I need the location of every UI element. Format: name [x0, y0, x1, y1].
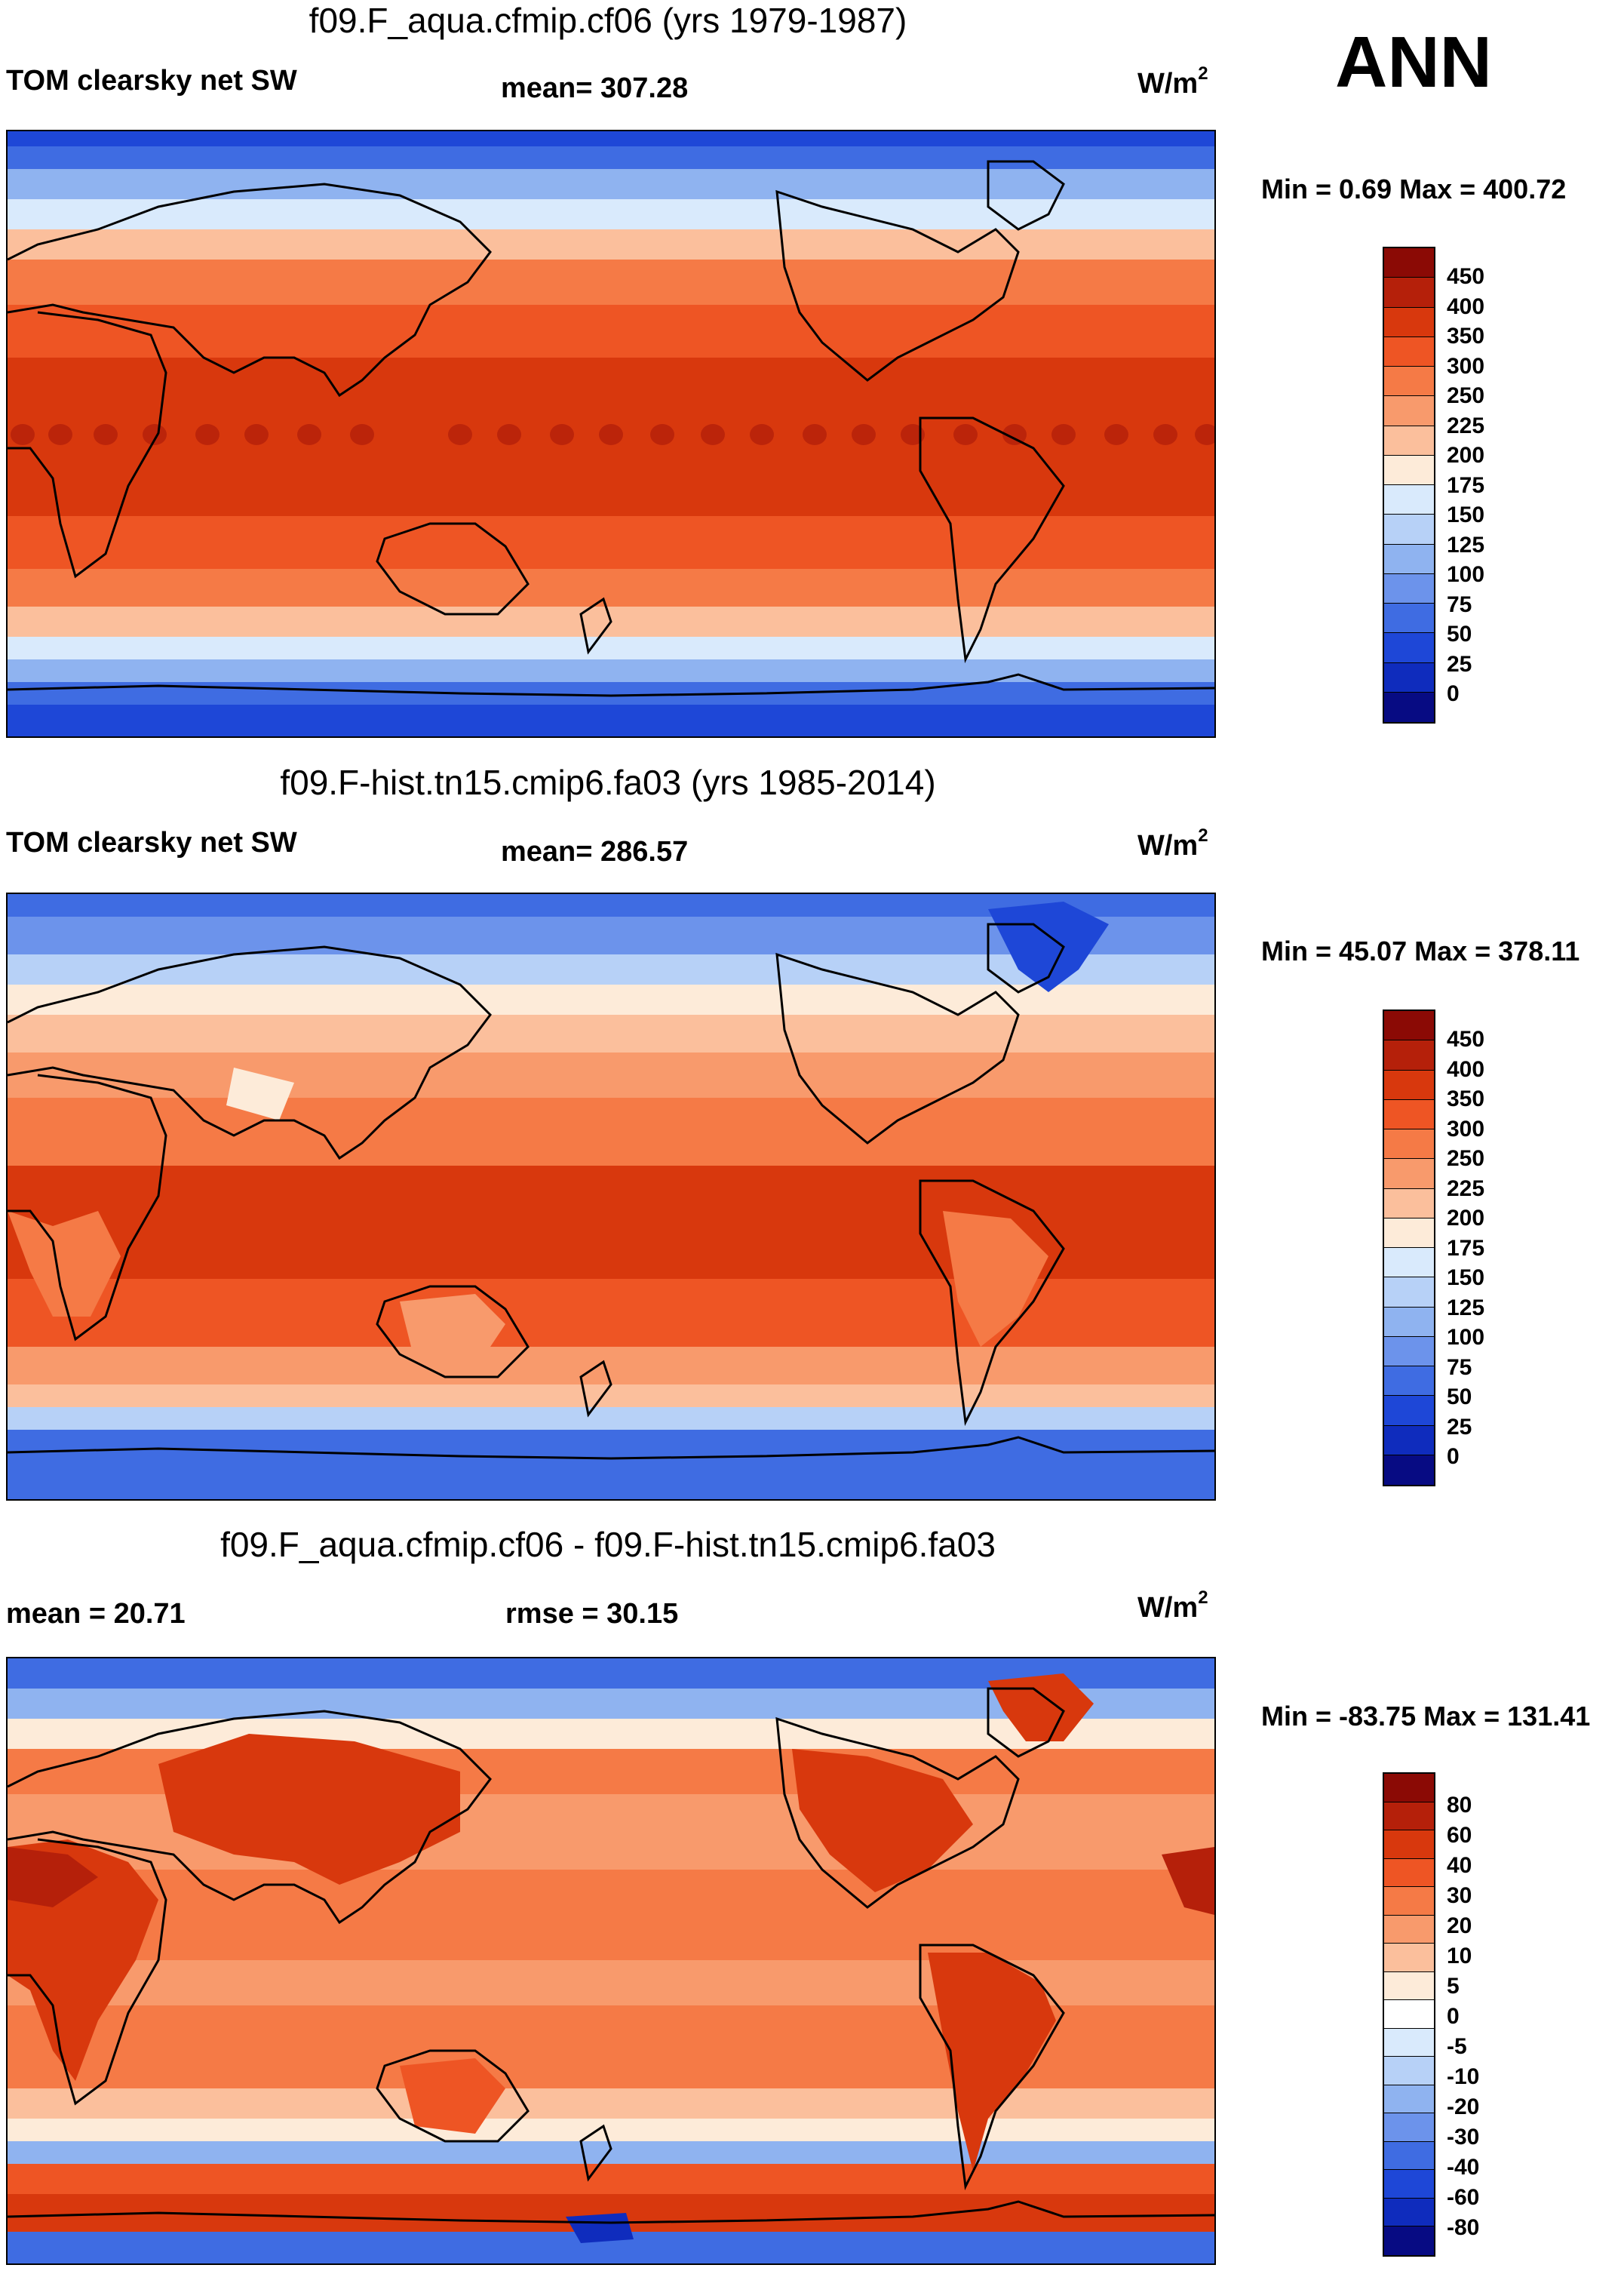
panel1-variable: TOM clearsky net SW: [6, 65, 297, 97]
panel1-title: f09.F_aqua.cfmip.cf06 (yrs 1979-1987): [309, 1, 907, 40]
panel2-minmax: Min = 45.07 Max = 378.11: [1261, 936, 1580, 966]
panel3-units: W/m2: [1137, 1587, 1208, 1624]
cbar2-tick: 175: [1447, 1236, 1485, 1261]
cbar3-tick: 10: [1447, 1944, 1472, 1968]
cbar2-tick: 200: [1447, 1206, 1485, 1231]
panel1-minmax: Min = 0.69 Max = 400.72: [1261, 174, 1567, 204]
cbar1-tick: 0: [1447, 681, 1460, 706]
cbar3-tick: -10: [1447, 2064, 1480, 2089]
panel2-units: W/m2: [1137, 825, 1208, 862]
cbar2-tick: 100: [1447, 1325, 1485, 1350]
panel1-field: [8, 131, 1214, 736]
cbar1-tick: 100: [1447, 562, 1485, 587]
panel1-map: [6, 130, 1216, 738]
cbar1-tick: 150: [1447, 502, 1485, 527]
cbar2-tick: 400: [1447, 1057, 1485, 1082]
cbar1-tick: 400: [1447, 294, 1485, 319]
cbar1-tick: 25: [1447, 652, 1472, 677]
panel2-coastlines: [8, 923, 1214, 1460]
panel1-coastlines: [8, 160, 1214, 697]
cbar1-tick: 225: [1447, 413, 1485, 438]
cbar2-tick: 225: [1447, 1176, 1485, 1201]
cbar1-tick: 300: [1447, 354, 1485, 379]
cbar3-tick: 40: [1447, 1853, 1472, 1878]
cbar2-tick: 350: [1447, 1086, 1485, 1111]
cbar1-tick: 200: [1447, 443, 1485, 468]
cbar3-tick: 60: [1447, 1823, 1472, 1848]
cbar1-tick: 50: [1447, 622, 1472, 647]
panel3-minmax: Min = -83.75 Max = 131.41: [1261, 1701, 1591, 1732]
cbar2-tick: 25: [1447, 1415, 1472, 1440]
cbar1-tick: 350: [1447, 324, 1485, 349]
cbar3-tick: -60: [1447, 2185, 1480, 2210]
panel3-field: [8, 1658, 1214, 2263]
panel1-colorbar: [1383, 247, 1435, 724]
cbar2-tick: 125: [1447, 1295, 1485, 1320]
panel3-mean: mean = 20.71: [6, 1598, 186, 1630]
panel3-title: f09.F_aqua.cfmip.cf06 - f09.F-hist.tn15.…: [220, 1525, 996, 1564]
cbar1-tick: 250: [1447, 383, 1485, 408]
cbar3-tick: -20: [1447, 2094, 1480, 2119]
cbar3-tick: 5: [1447, 1974, 1460, 1999]
cbar3-tick: 0: [1447, 2004, 1460, 2029]
panel3-colorbar: [1383, 1772, 1435, 2257]
panel2-mean: mean= 286.57: [501, 836, 689, 868]
cbar2-tick: 300: [1447, 1117, 1485, 1142]
cbar3-tick: -5: [1447, 2034, 1467, 2059]
cbar2-tick: 50: [1447, 1384, 1472, 1409]
cbar3-tick: 20: [1447, 1913, 1472, 1938]
panel1-mean: mean= 307.28: [501, 72, 689, 104]
season-label: ANN: [1335, 22, 1492, 103]
panel1-units: W/m2: [1137, 63, 1208, 100]
cbar1-tick: 125: [1447, 533, 1485, 558]
cbar3-tick: 30: [1447, 1883, 1472, 1908]
cbar3-tick: -80: [1447, 2215, 1480, 2240]
panel3-map: [6, 1657, 1216, 2265]
panel3-rmse: rmse = 30.15: [505, 1598, 679, 1630]
panel2-title: f09.F-hist.tn15.cmip6.fa03 (yrs 1985-201…: [280, 763, 936, 802]
cbar1-tick: 175: [1447, 473, 1485, 498]
panel3-coastlines: [8, 1687, 1214, 2224]
cbar2-tick: 0: [1447, 1444, 1460, 1469]
cbar2-tick: 250: [1447, 1146, 1485, 1171]
cbar1-tick: 75: [1447, 592, 1472, 617]
cbar2-tick: 150: [1447, 1265, 1485, 1290]
cbar2-tick: 75: [1447, 1355, 1472, 1380]
panel2-field: [8, 894, 1214, 1499]
cbar3-tick: 80: [1447, 1793, 1472, 1818]
panel2-map: [6, 893, 1216, 1501]
cbar2-tick: 450: [1447, 1027, 1485, 1052]
cbar3-tick: -40: [1447, 2155, 1480, 2180]
cbar1-tick: 450: [1447, 264, 1485, 289]
cbar3-tick: -30: [1447, 2125, 1480, 2150]
panel2-variable: TOM clearsky net SW: [6, 827, 297, 859]
panel2-colorbar: [1383, 1010, 1435, 1486]
